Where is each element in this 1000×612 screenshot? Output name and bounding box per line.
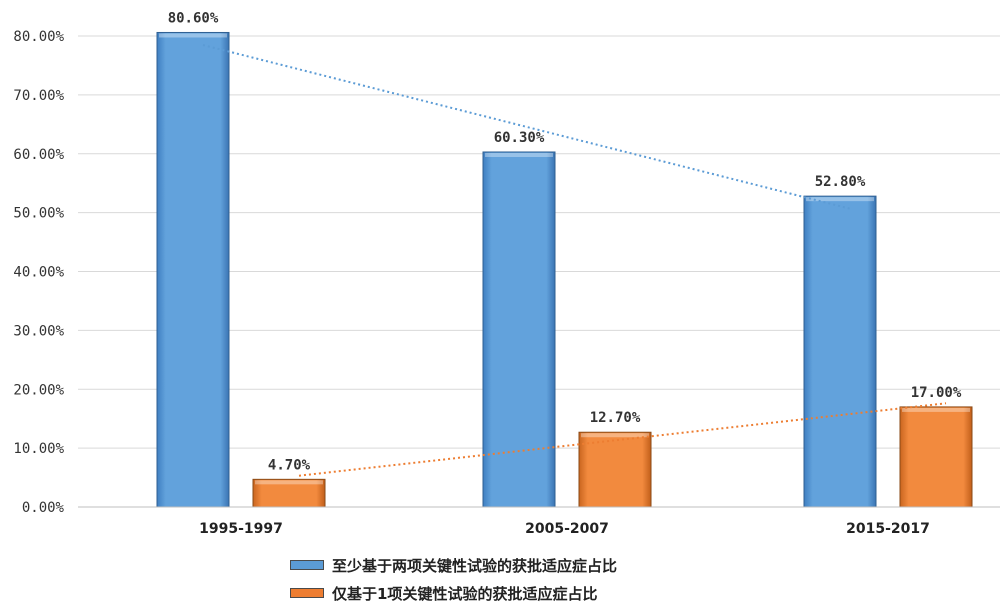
x-tick-label: 2005-2007 xyxy=(525,521,609,537)
y-tick-label: 0.00% xyxy=(22,500,65,516)
x-tick-label: 1995-1997 xyxy=(199,521,283,537)
bar xyxy=(899,406,973,508)
bar xyxy=(578,431,652,508)
data-label: 4.70% xyxy=(268,457,311,473)
bar-highlight xyxy=(902,407,970,412)
y-tick-label: 20.00% xyxy=(13,382,64,398)
legend-item-series-2: 仅基于1项关键性试验的获批适应症占比 xyxy=(290,579,617,607)
data-label: 60.30% xyxy=(494,130,545,146)
bar-highlight xyxy=(806,197,874,202)
legend-item-series-1: 至少基于两项关键性试验的获批适应症占比 xyxy=(290,551,617,579)
data-label: 12.70% xyxy=(590,410,641,426)
y-tick-label: 60.00% xyxy=(13,147,64,163)
trendline xyxy=(202,44,851,210)
legend-label: 仅基于1项关键性试验的获批适应症占比 xyxy=(332,584,598,603)
legend-swatch-blue xyxy=(290,560,324,570)
x-tick-label: 2015-2017 xyxy=(846,521,930,537)
y-tick-label: 30.00% xyxy=(13,323,64,339)
y-tick-label: 80.00% xyxy=(13,29,64,45)
bar-highlight xyxy=(485,152,553,157)
bar xyxy=(156,31,230,508)
y-tick-label: 70.00% xyxy=(13,88,64,104)
bar-chart: 0.00% 10.00% 20.00% 30.00% 40.00% 50.00% 60.00… xyxy=(13,10,1000,537)
legend: 至少基于两项关键性试验的获批适应症占比 仅基于1项关键性试验的获批适应症占比 xyxy=(290,551,617,607)
data-label: 17.00% xyxy=(911,385,962,401)
bar-highlight xyxy=(255,480,323,485)
y-tick-label: 10.00% xyxy=(13,441,64,457)
legend-swatch-orange xyxy=(290,588,324,598)
y-tick-label: 50.00% xyxy=(13,206,64,222)
bar-highlight xyxy=(581,433,649,438)
data-label: 52.80% xyxy=(815,174,866,190)
bar xyxy=(803,195,877,508)
y-tick-label: 40.00% xyxy=(13,265,64,281)
data-label: 80.60% xyxy=(168,10,219,26)
legend-label: 至少基于两项关键性试验的获批适应症占比 xyxy=(332,556,618,575)
bar-highlight xyxy=(159,33,227,38)
trendline xyxy=(298,402,947,477)
